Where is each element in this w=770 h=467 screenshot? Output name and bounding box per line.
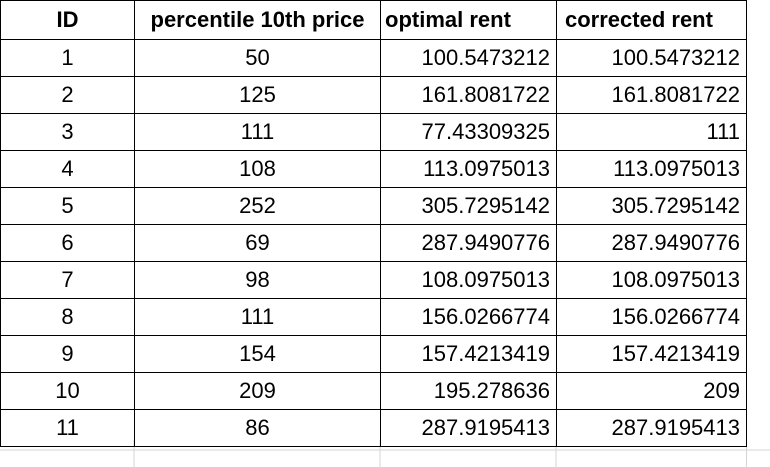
header-cell-optimal-rent[interactable]: optimal rent xyxy=(380,0,557,40)
cell-optimal-rent[interactable]: 100.5473212 xyxy=(380,39,557,77)
cell-optimal-rent[interactable]: 77.43309325 xyxy=(380,113,557,151)
cell-percentile[interactable]: 86 xyxy=(134,409,381,447)
cell-optimal-rent[interactable]: 287.9490776 xyxy=(380,224,557,262)
table-row: 11 86 287.9195413 287.9195413 xyxy=(0,409,747,447)
cell-id[interactable]: 9 xyxy=(0,335,135,373)
cell-id[interactable]: 7 xyxy=(0,261,135,299)
cell-optimal-rent[interactable]: 305.7295142 xyxy=(380,187,557,225)
cell-percentile[interactable]: 252 xyxy=(134,187,381,225)
empty-column[interactable] xyxy=(746,0,770,467)
table-row: 3 111 77.43309325 111 xyxy=(0,113,747,151)
table-row: 1 50 100.5473212 100.5473212 xyxy=(0,39,747,77)
cell-id[interactable]: 3 xyxy=(0,113,135,151)
cell-corrected-rent[interactable]: 111 xyxy=(556,113,747,151)
header-row: ID percentile 10th price optimal rent co… xyxy=(0,0,747,40)
cell-id[interactable]: 10 xyxy=(0,372,135,410)
cell-optimal-rent[interactable]: 161.8081722 xyxy=(380,76,557,114)
header-cell-percentile[interactable]: percentile 10th price xyxy=(134,0,381,40)
cell-corrected-rent[interactable]: 305.7295142 xyxy=(556,187,747,225)
cell-corrected-rent[interactable]: 113.0975013 xyxy=(556,150,747,188)
table-row: 7 98 108.0975013 108.0975013 xyxy=(0,261,747,299)
cell-optimal-rent[interactable]: 108.0975013 xyxy=(380,261,557,299)
cell-optimal-rent[interactable]: 156.0266774 xyxy=(380,298,557,336)
cell-optimal-rent[interactable]: 195.278636 xyxy=(380,372,557,410)
cell-percentile[interactable]: 154 xyxy=(134,335,381,373)
cell-id[interactable]: 6 xyxy=(0,224,135,262)
cell-percentile[interactable]: 108 xyxy=(134,150,381,188)
cell-id[interactable]: 2 xyxy=(0,76,135,114)
cell-id[interactable]: 1 xyxy=(0,39,135,77)
cell-percentile[interactable]: 98 xyxy=(134,261,381,299)
header-cell-corrected-rent[interactable]: corrected rent xyxy=(556,0,747,40)
table-row: 10 209 195.278636 209 xyxy=(0,372,747,410)
cell-percentile[interactable]: 69 xyxy=(134,224,381,262)
cell-corrected-rent[interactable]: 287.9195413 xyxy=(556,409,747,447)
cell-corrected-rent[interactable]: 209 xyxy=(556,372,747,410)
cell-corrected-rent[interactable]: 108.0975013 xyxy=(556,261,747,299)
cell-percentile[interactable]: 125 xyxy=(134,76,381,114)
cell-optimal-rent[interactable]: 113.0975013 xyxy=(380,150,557,188)
cell-optimal-rent[interactable]: 287.9195413 xyxy=(380,409,557,447)
table-row: 6 69 287.9490776 287.9490776 xyxy=(0,224,747,262)
table-row: 9 154 157.4213419 157.4213419 xyxy=(0,335,747,373)
table-row: 8 111 156.0266774 156.0266774 xyxy=(0,298,747,336)
cell-corrected-rent[interactable]: 156.0266774 xyxy=(556,298,747,336)
cell-optimal-rent[interactable]: 157.4213419 xyxy=(380,335,557,373)
cell-id[interactable]: 4 xyxy=(0,150,135,188)
cell-corrected-rent[interactable]: 161.8081722 xyxy=(556,76,747,114)
cell-corrected-rent[interactable]: 100.5473212 xyxy=(556,39,747,77)
cell-percentile[interactable]: 111 xyxy=(134,298,381,336)
cell-percentile[interactable]: 111 xyxy=(134,113,381,151)
cell-percentile[interactable]: 209 xyxy=(134,372,381,410)
table-row: 5 252 305.7295142 305.7295142 xyxy=(0,187,747,225)
cell-percentile[interactable]: 50 xyxy=(134,39,381,77)
table-row: 2 125 161.8081722 161.8081722 xyxy=(0,76,747,114)
table-row: 4 108 113.0975013 113.0975013 xyxy=(0,150,747,188)
data-table: ID percentile 10th price optimal rent co… xyxy=(0,0,747,447)
cell-corrected-rent[interactable]: 287.9490776 xyxy=(556,224,747,262)
cell-id[interactable]: 5 xyxy=(0,187,135,225)
cell-id[interactable]: 8 xyxy=(0,298,135,336)
cell-id[interactable]: 11 xyxy=(0,409,135,447)
cell-corrected-rent[interactable]: 157.4213419 xyxy=(556,335,747,373)
header-cell-id[interactable]: ID xyxy=(0,0,135,40)
